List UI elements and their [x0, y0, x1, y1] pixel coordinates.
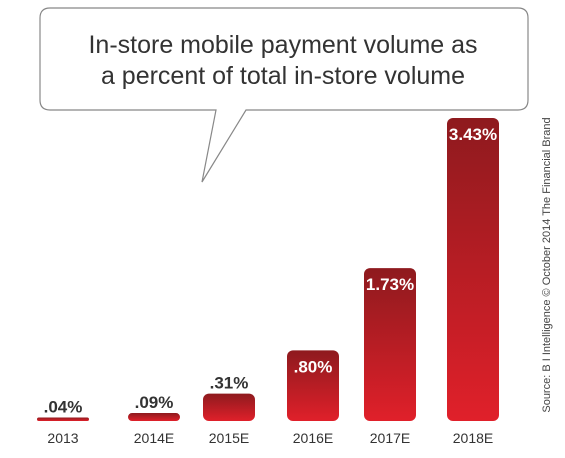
value-label-2013: .04%	[44, 397, 83, 416]
value-label-2015E: .31%	[210, 374, 249, 393]
value-label-2017E: 1.73%	[366, 275, 414, 294]
bar-2014E	[128, 413, 180, 421]
bar-2017E	[364, 268, 416, 421]
category-label-2017E: 2017E	[370, 430, 410, 446]
category-label-2014E: 2014E	[134, 430, 174, 446]
bar-2018E	[447, 118, 499, 421]
source-note: Source: B I Intelligence © October 2014 …	[541, 117, 553, 412]
bar-2013	[37, 417, 89, 421]
bar-2015E	[203, 393, 255, 421]
value-label-2018E: 3.43%	[449, 125, 497, 144]
bar-2016E	[287, 350, 339, 421]
title-speech-bubble	[39, 7, 529, 183]
chart-title-line-2: a percent of total in-store volume	[101, 62, 465, 90]
value-label-2016E: .80%	[294, 357, 333, 376]
chart-title-line-1: In-store mobile payment volume as	[88, 31, 477, 59]
value-label-2014E: .09%	[135, 393, 174, 412]
category-label-2018E: 2018E	[453, 430, 493, 446]
category-label-2015E: 2015E	[209, 430, 249, 446]
category-label-2013: 2013	[47, 430, 78, 446]
bar-group: .04% 2013 .09% 2014E .31% 2015E .80% 2016E 1.73%…	[37, 118, 499, 446]
category-label-2016E: 2016E	[293, 430, 333, 446]
